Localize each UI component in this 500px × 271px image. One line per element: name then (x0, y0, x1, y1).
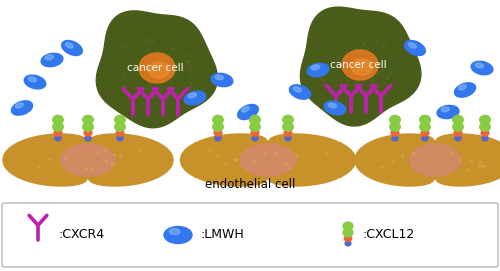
Ellipse shape (282, 122, 294, 131)
Ellipse shape (285, 136, 291, 141)
Ellipse shape (82, 115, 94, 124)
Ellipse shape (251, 130, 259, 136)
Ellipse shape (480, 122, 490, 131)
Text: :CXCL12: :CXCL12 (362, 228, 414, 241)
Ellipse shape (117, 136, 123, 141)
Text: :LMWH: :LMWH (200, 228, 244, 241)
Ellipse shape (250, 122, 260, 131)
Ellipse shape (421, 130, 429, 136)
Ellipse shape (422, 136, 428, 141)
Ellipse shape (410, 144, 461, 176)
Ellipse shape (240, 144, 296, 176)
Ellipse shape (66, 43, 74, 48)
Ellipse shape (452, 115, 464, 124)
Ellipse shape (307, 63, 329, 77)
Ellipse shape (420, 115, 430, 124)
Ellipse shape (454, 130, 462, 136)
Ellipse shape (475, 63, 484, 68)
Ellipse shape (114, 115, 126, 124)
Ellipse shape (458, 85, 466, 90)
Ellipse shape (184, 91, 206, 105)
Ellipse shape (214, 130, 222, 136)
Ellipse shape (45, 55, 54, 60)
Ellipse shape (408, 43, 416, 48)
Ellipse shape (164, 227, 192, 244)
Ellipse shape (390, 122, 400, 131)
Text: cancer cell: cancer cell (126, 63, 184, 73)
Ellipse shape (391, 130, 399, 136)
Ellipse shape (114, 122, 126, 131)
Ellipse shape (84, 130, 92, 136)
Ellipse shape (215, 136, 221, 141)
Ellipse shape (342, 50, 378, 80)
Ellipse shape (441, 107, 450, 112)
Ellipse shape (82, 122, 94, 131)
Ellipse shape (139, 53, 175, 83)
Ellipse shape (188, 93, 196, 98)
Ellipse shape (55, 136, 61, 141)
Ellipse shape (390, 115, 400, 124)
Ellipse shape (52, 115, 64, 124)
Polygon shape (180, 134, 356, 186)
Ellipse shape (344, 235, 352, 241)
Ellipse shape (343, 222, 353, 230)
Ellipse shape (28, 77, 36, 82)
Ellipse shape (61, 144, 115, 176)
Ellipse shape (454, 83, 475, 97)
Ellipse shape (284, 130, 292, 136)
Ellipse shape (352, 59, 372, 75)
Ellipse shape (54, 130, 62, 136)
Ellipse shape (85, 136, 91, 141)
Ellipse shape (481, 130, 489, 136)
Ellipse shape (148, 62, 170, 78)
Ellipse shape (12, 101, 32, 115)
Ellipse shape (437, 105, 459, 119)
Ellipse shape (328, 103, 336, 108)
Ellipse shape (16, 103, 24, 108)
Ellipse shape (62, 40, 82, 56)
Ellipse shape (52, 122, 64, 131)
Ellipse shape (24, 75, 46, 89)
Ellipse shape (482, 136, 488, 141)
Ellipse shape (345, 241, 351, 246)
Text: :CXCR4: :CXCR4 (58, 228, 104, 241)
Ellipse shape (420, 122, 430, 131)
Ellipse shape (471, 61, 493, 75)
Ellipse shape (455, 136, 461, 141)
Ellipse shape (290, 85, 310, 99)
Ellipse shape (238, 105, 258, 120)
Ellipse shape (294, 87, 302, 92)
Ellipse shape (116, 130, 124, 136)
Polygon shape (355, 134, 500, 186)
Ellipse shape (452, 122, 464, 131)
Ellipse shape (324, 101, 346, 115)
Polygon shape (300, 7, 421, 126)
Ellipse shape (250, 115, 260, 124)
Text: cancer cell: cancer cell (330, 60, 386, 70)
Ellipse shape (211, 73, 233, 87)
Text: endothelial cell: endothelial cell (205, 178, 295, 191)
Ellipse shape (343, 229, 353, 237)
Ellipse shape (242, 107, 250, 112)
Ellipse shape (170, 229, 180, 235)
Ellipse shape (392, 136, 398, 141)
Ellipse shape (311, 65, 320, 70)
Ellipse shape (41, 53, 63, 67)
Ellipse shape (404, 40, 425, 56)
Ellipse shape (480, 115, 490, 124)
Ellipse shape (215, 75, 224, 80)
Polygon shape (96, 11, 218, 128)
Ellipse shape (252, 136, 258, 141)
FancyBboxPatch shape (2, 203, 498, 267)
Polygon shape (3, 134, 173, 186)
Ellipse shape (212, 122, 224, 131)
Ellipse shape (282, 115, 294, 124)
Ellipse shape (212, 115, 224, 124)
